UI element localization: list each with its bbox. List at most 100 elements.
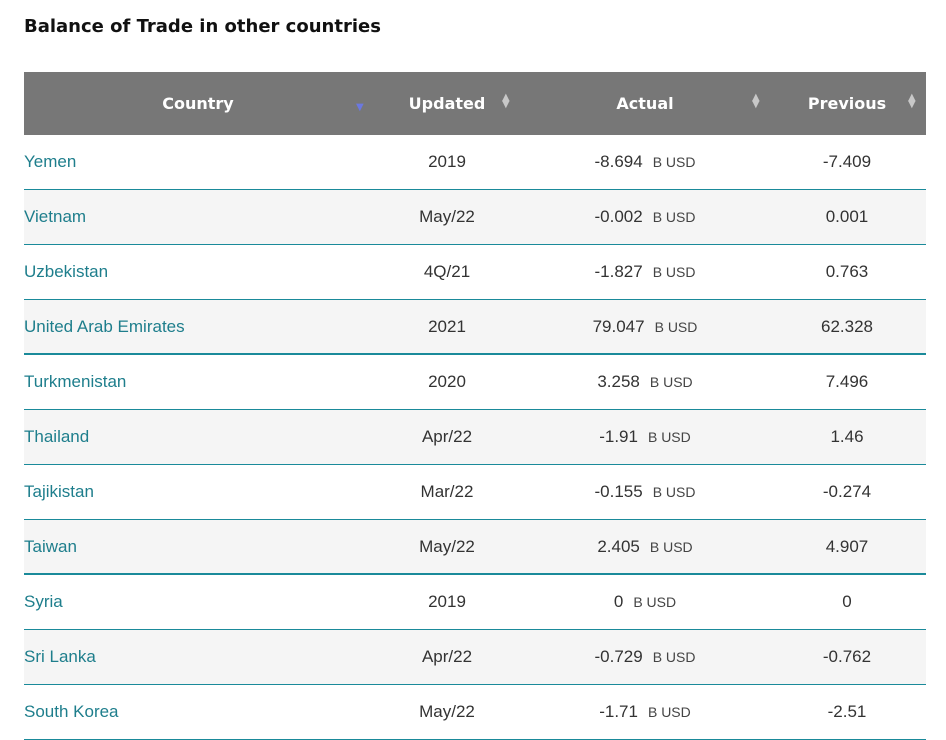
updated-cell: Mar/22	[420, 482, 474, 501]
table-row: Uzbekistan 4Q/21 -1.827 B USD 0.763	[24, 245, 926, 300]
actual-value: -8.694	[594, 152, 643, 171]
country-cell: Vietnam	[24, 190, 372, 244]
previous-cell: -7.409	[822, 152, 872, 171]
actual-unit: B USD	[654, 318, 698, 335]
actual-cell: -0.002 B USD	[522, 190, 768, 244]
actual-cell: -0.729 B USD	[522, 630, 768, 684]
sort-descending-icon[interactable]: ▼	[356, 102, 364, 113]
actual-cell: 2.405 B USD	[522, 520, 768, 573]
country-link[interactable]: Sri Lanka	[24, 647, 96, 666]
actual-unit: B USD	[652, 154, 696, 170]
previous-cell: -0.274	[822, 482, 872, 501]
country-cell: Tajikistan	[24, 465, 372, 519]
balance-of-trade-table: Country ▼ Updated ▲ ▼ Actual ▲ ▼ Previous …	[24, 72, 926, 740]
actual-cell: -8.694 B USD	[522, 135, 768, 189]
previous-cell: -2.51	[827, 702, 867, 721]
country-cell: Turkmenistan	[24, 355, 372, 409]
country-cell: United Arab Emirates	[24, 300, 372, 353]
actual-cell: 3.258 B USD	[522, 355, 768, 409]
actual-unit: B USD	[633, 594, 677, 610]
sort-updated-icon[interactable]: ▲ ▼	[502, 92, 510, 110]
actual-cell: -1.71 B USD	[522, 685, 768, 739]
updated-cell: May/22	[419, 536, 475, 556]
actual-cell: -1.91 B USD	[522, 410, 768, 464]
table-body: Yemen 2019 -8.694 B USD -7.409 Vietnam May/22 -…	[24, 135, 926, 740]
country-column-header[interactable]: Country	[162, 94, 234, 113]
actual-value: 79.047	[592, 316, 645, 336]
updated-cell: 2019	[428, 152, 466, 171]
country-link[interactable]: Uzbekistan	[24, 262, 109, 281]
actual-value: -1.827	[594, 262, 643, 281]
country-cell: Thailand	[24, 410, 372, 464]
country-link[interactable]: Thailand	[24, 427, 90, 446]
actual-value: -0.002	[594, 207, 643, 226]
previous-cell: 4.907	[825, 536, 869, 556]
actual-unit: B USD	[652, 264, 696, 280]
country-link[interactable]: Tajikistan	[24, 482, 94, 501]
country-link[interactable]: Taiwan	[24, 536, 77, 556]
updated-column-header[interactable]: Updated	[408, 94, 486, 113]
actual-value: 3.258	[597, 372, 640, 391]
updated-cell: May/22	[419, 207, 475, 226]
country-link[interactable]: South Korea	[24, 702, 119, 721]
country-link[interactable]: Vietnam	[24, 207, 87, 226]
table-row: Taiwan May/22 2.405 B USD 4.907	[24, 520, 926, 575]
sort-previous-icon[interactable]: ▲ ▼	[908, 92, 916, 110]
previous-cell: 1.46	[830, 427, 864, 446]
updated-cell: 2019	[428, 592, 466, 611]
actual-column-header[interactable]: Actual	[616, 94, 674, 113]
table-row: Turkmenistan 2020 3.258 B USD 7.496	[24, 355, 926, 410]
actual-value: -0.155	[594, 482, 643, 501]
actual-value: -1.91	[599, 427, 638, 446]
table-row: Thailand Apr/22 -1.91 B USD 1.46	[24, 410, 926, 465]
actual-value: -0.729	[594, 647, 643, 666]
actual-unit: B USD	[652, 484, 696, 500]
country-link[interactable]: United Arab Emirates	[24, 316, 185, 336]
actual-cell: 0 B USD	[522, 575, 768, 629]
updated-cell: 4Q/21	[423, 262, 471, 281]
table-header: Country ▼ Updated ▲ ▼ Actual ▲ ▼ Previous …	[24, 72, 926, 135]
country-link[interactable]: Yemen	[24, 152, 77, 171]
table-row: United Arab Emirates 2021 79.047 B USD 62.32…	[24, 300, 926, 355]
actual-unit: B USD	[652, 649, 696, 665]
previous-cell: 0.763	[825, 262, 869, 281]
actual-unit: B USD	[647, 429, 691, 445]
actual-value: 0	[613, 592, 624, 611]
actual-cell: -1.827 B USD	[522, 245, 768, 299]
previous-cell: -0.762	[822, 647, 872, 666]
updated-cell: Apr/22	[421, 647, 473, 666]
updated-cell: Apr/22	[421, 427, 473, 446]
actual-unit: B USD	[649, 538, 693, 555]
page-title: Balance of Trade in other countries	[24, 16, 381, 37]
previous-cell: 62.328	[821, 316, 873, 336]
table-row: South Korea May/22 -1.71 B USD -2.51	[24, 685, 926, 740]
country-link[interactable]: Turkmenistan	[24, 372, 127, 391]
table-row: Syria 2019 0 B USD 0	[24, 575, 926, 630]
country-cell: Yemen	[24, 135, 372, 189]
table-row: Vietnam May/22 -0.002 B USD 0.001	[24, 190, 926, 245]
country-cell: Taiwan	[24, 520, 372, 573]
actual-cell: -0.155 B USD	[522, 465, 768, 519]
updated-cell: 2020	[428, 372, 466, 391]
previous-cell: 0	[842, 592, 852, 611]
country-cell: South Korea	[24, 685, 372, 739]
table-row: Yemen 2019 -8.694 B USD -7.409	[24, 135, 926, 190]
previous-cell: 0.001	[825, 207, 869, 226]
table-row: Sri Lanka Apr/22 -0.729 B USD -0.762	[24, 630, 926, 685]
actual-unit: B USD	[649, 374, 693, 390]
updated-cell: 2021	[428, 316, 466, 336]
table-row: Tajikistan Mar/22 -0.155 B USD -0.274	[24, 465, 926, 520]
sort-actual-icon[interactable]: ▲ ▼	[752, 92, 760, 110]
country-link[interactable]: Syria	[24, 592, 63, 611]
country-cell: Syria	[24, 575, 372, 629]
actual-cell: 79.047 B USD	[522, 300, 768, 353]
country-cell: Uzbekistan	[24, 245, 372, 299]
updated-cell: May/22	[419, 702, 475, 721]
actual-unit: B USD	[647, 704, 691, 720]
actual-value: -1.71	[599, 702, 638, 721]
previous-column-header[interactable]: Previous	[807, 94, 887, 113]
actual-unit: B USD	[652, 209, 696, 225]
actual-value: 2.405	[597, 536, 640, 556]
country-cell: Sri Lanka	[24, 630, 372, 684]
previous-cell: 7.496	[825, 372, 869, 391]
